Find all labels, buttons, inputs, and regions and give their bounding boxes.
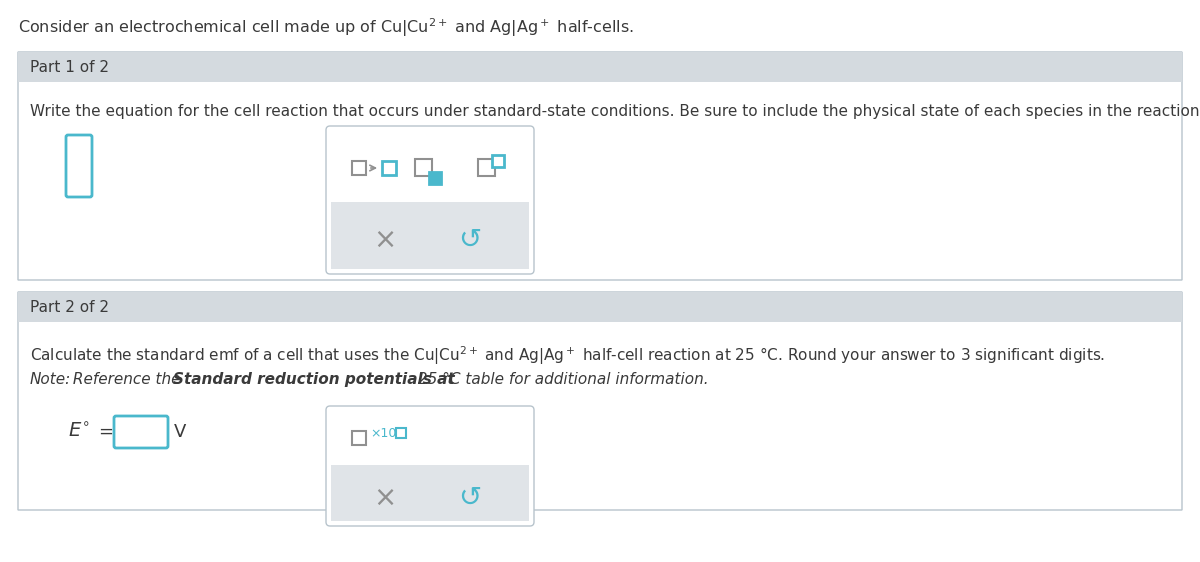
Text: ×: × — [373, 484, 397, 512]
FancyBboxPatch shape — [326, 126, 534, 274]
Text: Calculate the standard emf of a cell that uses the Cu$\vert$Cu$^{2+}$ and Ag$\ve: Calculate the standard emf of a cell tha… — [30, 344, 1105, 366]
Text: =: = — [98, 423, 113, 441]
FancyBboxPatch shape — [66, 135, 92, 197]
Bar — [18, 52, 1182, 82]
FancyBboxPatch shape — [114, 416, 168, 448]
Text: Part 1 of 2: Part 1 of 2 — [30, 60, 109, 75]
Bar — [331, 465, 529, 521]
Text: ×: × — [373, 226, 397, 254]
Text: Consider an electrochemical cell made up of Cu$\vert$Cu$^{2+}$ and Ag$\vert$Ag$^: Consider an electrochemical cell made up… — [18, 17, 634, 39]
Text: 25 °C table for additional information.: 25 °C table for additional information. — [413, 372, 709, 387]
Text: $E^{\circ}$: $E^{\circ}$ — [68, 423, 90, 442]
Bar — [430, 172, 442, 184]
Bar — [382, 161, 396, 175]
Bar — [331, 202, 529, 269]
Bar — [352, 431, 366, 445]
FancyBboxPatch shape — [326, 406, 534, 526]
Bar — [18, 292, 1182, 322]
Text: Part 2 of 2: Part 2 of 2 — [30, 300, 109, 315]
Bar — [396, 428, 406, 438]
Text: ×10: ×10 — [370, 427, 396, 440]
Text: V: V — [174, 423, 186, 441]
Text: ↺: ↺ — [458, 484, 481, 512]
FancyBboxPatch shape — [18, 292, 1182, 510]
Text: Reference the: Reference the — [68, 372, 185, 387]
Bar — [352, 161, 366, 175]
Bar — [415, 159, 432, 176]
Bar — [492, 155, 504, 167]
Text: Note:: Note: — [30, 372, 71, 387]
Text: Write the equation for the cell reaction that occurs under standard-state condit: Write the equation for the cell reaction… — [30, 104, 1200, 119]
FancyBboxPatch shape — [18, 52, 1182, 280]
Text: Standard reduction potentials at: Standard reduction potentials at — [173, 372, 455, 387]
Bar — [478, 159, 496, 176]
Text: ↺: ↺ — [458, 226, 481, 254]
